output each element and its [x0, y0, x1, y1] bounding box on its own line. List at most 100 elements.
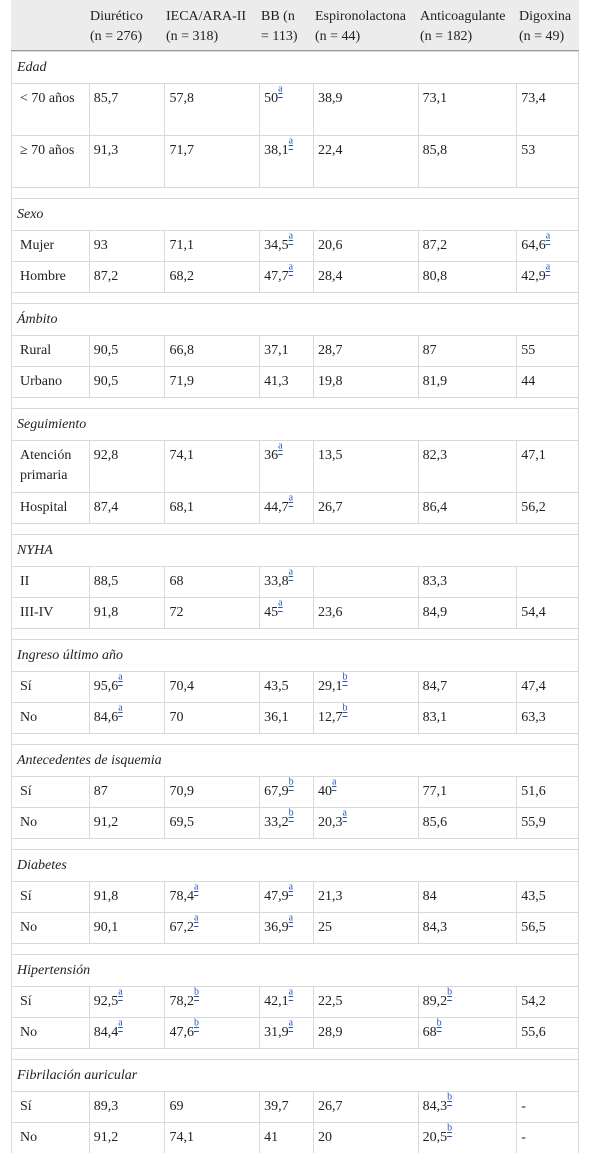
footnote-link[interactable]: a	[118, 1018, 123, 1030]
cell-value: 42,9	[521, 269, 546, 284]
cell-value: 77,1	[422, 784, 448, 799]
footnote-link[interactable]: a	[288, 262, 294, 274]
footnote-link[interactable]: a	[193, 882, 199, 894]
cell-value: 51,6	[521, 784, 546, 799]
footnote-link[interactable]: a	[278, 84, 283, 96]
footnote-link[interactable]: a	[118, 703, 123, 715]
footnote-link[interactable]: a	[118, 987, 123, 999]
table-cell: 26,7	[312, 1092, 418, 1122]
footnote-link[interactable]: a	[342, 808, 347, 820]
cell-value: 55	[521, 343, 536, 358]
table-cell: 43,5	[259, 672, 313, 702]
cell-value: 26,7	[317, 1099, 343, 1114]
cell-value: 71,7	[169, 143, 194, 158]
footnote-link[interactable]: b	[447, 987, 453, 999]
cell-value: 54,2	[521, 994, 546, 1009]
cell-value: 37,1	[264, 343, 289, 358]
table-cell: 28,7	[312, 336, 418, 366]
table-cell: 33,2b	[259, 808, 313, 838]
table-cell: 84	[417, 882, 517, 912]
footnote-link[interactable]: a	[118, 672, 123, 684]
footnote-link[interactable]: a	[288, 231, 294, 243]
footnote-link[interactable]: b	[288, 777, 294, 789]
footnote-link[interactable]: a	[288, 136, 294, 148]
cell-value: 84,3	[422, 920, 448, 935]
footnote-link[interactable]: b	[193, 1018, 199, 1030]
cell-value: 95,6	[93, 679, 119, 694]
footnote-link[interactable]: b	[342, 703, 348, 715]
footnote-link[interactable]: a	[288, 567, 294, 579]
footnote-link[interactable]: a	[545, 262, 551, 274]
table-row: Atención primaria 92,8 74,1 36a 13,5 82,3 47,1	[12, 440, 578, 492]
footnote-link[interactable]: a	[545, 231, 551, 243]
footnote-link[interactable]: a	[288, 882, 294, 894]
cell-value: 20	[317, 1130, 332, 1145]
header-count: (n = 49)	[519, 29, 565, 44]
table-row: Urbano 90,5 71,9 41,3 19,8 81,9 44	[12, 366, 578, 397]
footnote-link[interactable]: a	[288, 493, 294, 505]
table-cell: 71,7	[164, 136, 259, 187]
footnote-link[interactable]: b	[342, 672, 348, 684]
section-gap	[11, 292, 579, 303]
cell-value: 36,1	[264, 710, 289, 725]
header-label: Digoxina	[519, 9, 572, 24]
cell-value: 39,7	[264, 1099, 289, 1114]
cell-value: 36,9	[264, 920, 289, 935]
cell-value: 82,3	[422, 448, 448, 463]
cell-value: 47,7	[264, 269, 289, 284]
cell-value: 89,3	[93, 1099, 119, 1114]
cell-value: 23,6	[317, 605, 343, 620]
cell-value: 87,4	[93, 500, 119, 515]
cell-value: 47,1	[521, 448, 546, 463]
table-row: Sí 95,6a 70,4 43,5 29,1b 84,7 47,4	[12, 671, 578, 702]
table-cell: 41,3	[259, 367, 313, 397]
cell-value: 84	[422, 889, 437, 904]
footnote-link[interactable]: a	[278, 441, 283, 453]
table-cell: 87,2	[88, 262, 165, 292]
footnote-link[interactable]: a	[193, 913, 199, 925]
table-row: Sí 87 70,9 67,9b 40a 77,1 51,6	[12, 776, 578, 807]
table-row: No 91,2 74,1 41 20 20,5b -	[12, 1122, 578, 1153]
header-diuretico: Diurético (n = 276)	[88, 0, 164, 50]
footnote-link[interactable]: a	[331, 777, 337, 789]
table-cell: 47,7a	[259, 262, 313, 292]
footnote-link[interactable]: a	[288, 1018, 294, 1030]
cell-value: 73,4	[521, 91, 546, 106]
footnote-link[interactable]: a	[278, 598, 283, 610]
table-cell: 91,3	[88, 136, 165, 187]
cell-value: 56,2	[521, 500, 546, 515]
table-cell: 74,1	[164, 1123, 259, 1153]
table-row: III-IV 91,8 72 45a 23,6 84,9 54,4	[12, 597, 578, 628]
table-cell: 42,1a	[259, 987, 313, 1017]
footnote-link[interactable]: b	[193, 987, 199, 999]
footnote-link[interactable]: a	[288, 913, 294, 925]
cell-value: 68	[169, 574, 184, 589]
footnote-link[interactable]: b	[436, 1018, 442, 1030]
cell-value: 90,5	[93, 343, 119, 358]
cell-value: 84,6	[93, 710, 119, 725]
section-title: Ámbito	[12, 303, 578, 335]
table-cell: 77,1	[417, 777, 517, 807]
cell-value: 70,9	[169, 784, 194, 799]
table-cell: 28,9	[312, 1018, 418, 1048]
cell-value: 50	[264, 91, 279, 106]
table-cell: 43,5	[516, 882, 578, 912]
cell-value: 68,1	[169, 500, 194, 515]
footnote-link[interactable]: b	[447, 1092, 453, 1104]
footnote-link[interactable]: b	[288, 808, 294, 820]
table-cell: 50a	[259, 84, 313, 135]
cell-value: 91,2	[93, 1130, 119, 1145]
table-cell: 36,9a	[259, 913, 313, 943]
footnote-link[interactable]: a	[288, 987, 294, 999]
cell-value: 21,3	[317, 889, 343, 904]
table-cell: 87,2	[417, 231, 517, 261]
table-cell: 20,6	[312, 231, 418, 261]
cell-value: 38,1	[264, 143, 289, 158]
table-cell: 38,9	[312, 84, 418, 135]
table-row: No 84,4a 47,6b 31,9a 28,9 68b 55,6	[12, 1017, 578, 1048]
table-cell: 89,3	[88, 1092, 165, 1122]
cell-value: 36	[264, 448, 279, 463]
cell-value: 70	[169, 710, 184, 725]
table-cell: 38,1a	[259, 136, 313, 187]
footnote-link[interactable]: b	[447, 1123, 453, 1135]
